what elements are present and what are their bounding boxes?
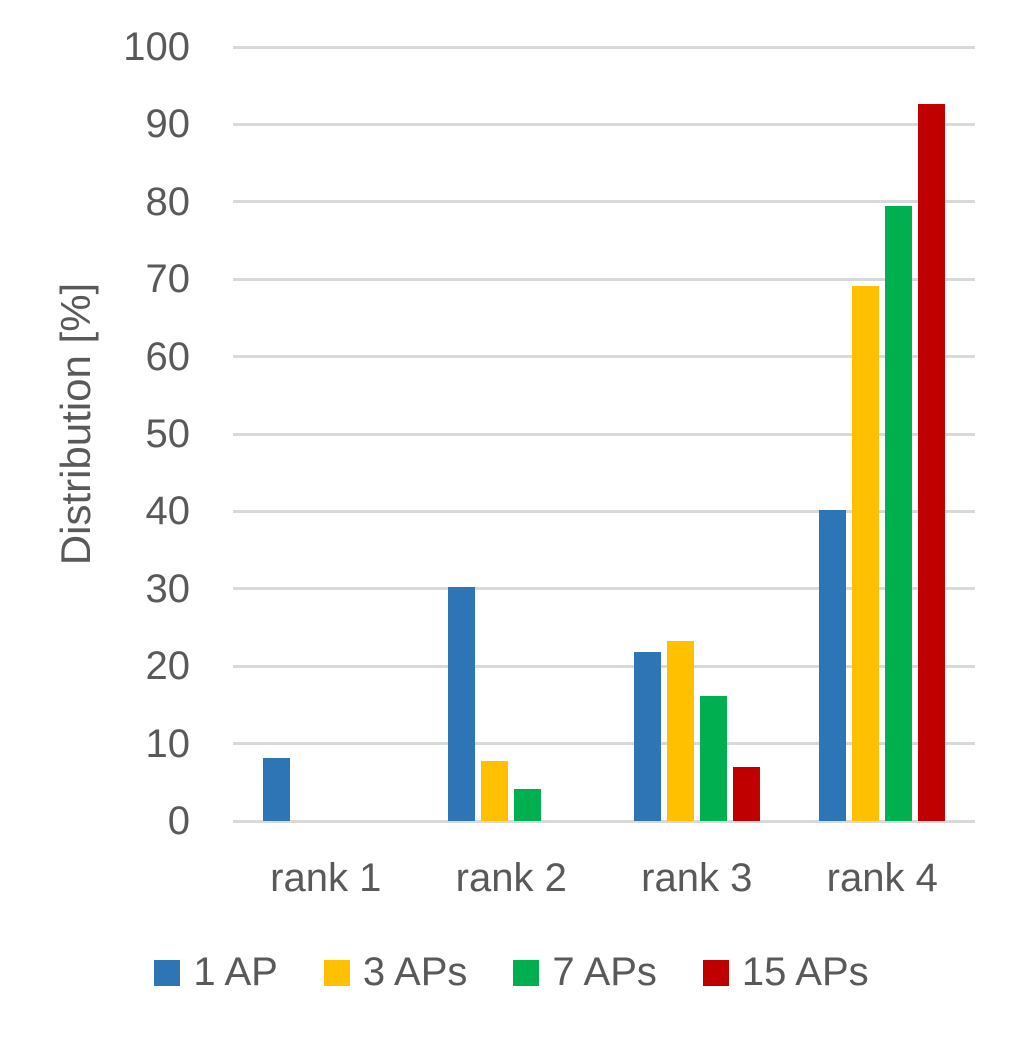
x-label-rank-1: rank 1 — [270, 856, 382, 900]
y-tick-label-20: 20 — [145, 644, 191, 688]
gridline-y-90 — [233, 123, 975, 126]
legend-swatch-icon — [323, 959, 350, 986]
gridline-y-80 — [233, 200, 975, 203]
gridline-y-40 — [233, 510, 975, 513]
y-tick-label-30: 30 — [145, 567, 191, 611]
legend-label: 15 APs — [741, 950, 869, 994]
gridline-y-0 — [233, 820, 975, 823]
legend-swatch-icon — [702, 959, 729, 986]
gridline-y-10 — [233, 742, 975, 745]
bar-3-APs-rank-3 — [666, 640, 694, 821]
legend-item-3-APs: 3 APs — [323, 950, 468, 995]
y-axis-tick-labels: 0 10 20 30 40 50 60 70 80 90 100 — [60, 25, 191, 843]
bar-7-APs-rank-2 — [514, 788, 542, 821]
bar-15-APs-rank-4 — [918, 103, 946, 821]
bar-3-APs-rank-4 — [852, 286, 880, 821]
x-label-rank-4: rank 4 — [826, 856, 938, 900]
gridline-y-70 — [233, 278, 975, 281]
y-tick-label-40: 40 — [145, 489, 191, 533]
y-tick-label-70: 70 — [145, 257, 191, 301]
bar-1-AP-rank-1 — [262, 757, 290, 821]
y-tick-label-10: 10 — [145, 722, 191, 766]
x-axis-category-labels: rank 1 rank 2 rank 3 rank 4 — [233, 856, 975, 901]
legend-item-1-AP: 1 AP — [154, 950, 278, 995]
legend-swatch-icon — [513, 959, 540, 986]
bar-1-AP-rank-4 — [819, 509, 847, 821]
bar-1-AP-rank-3 — [633, 652, 661, 821]
y-tick-label-90: 90 — [145, 102, 191, 146]
bar-3-APs-rank-2 — [481, 761, 509, 821]
gridline-y-20 — [233, 665, 975, 668]
legend-item-7-APs: 7 APs — [513, 950, 657, 995]
x-label-rank-3: rank 3 — [641, 856, 753, 900]
x-label-rank-2: rank 2 — [455, 856, 567, 900]
y-tick-label-50: 50 — [145, 412, 191, 456]
gridline-y-30 — [233, 587, 975, 590]
bar-group-rank-1 — [233, 47, 419, 821]
bar-1-AP-rank-2 — [448, 587, 476, 821]
gridline-y-50 — [233, 433, 975, 436]
chart-legend: 1 AP 3 APs 7 APs 15 APs — [0, 950, 1023, 995]
bar-group-rank-2 — [419, 47, 605, 821]
bar-groups — [233, 47, 975, 821]
gridline-y-100 — [233, 46, 975, 49]
legend-swatch-icon — [154, 959, 181, 986]
legend-label: 1 AP — [193, 950, 278, 994]
legend-label: 3 APs — [362, 950, 468, 994]
bar-7-APs-rank-3 — [699, 696, 727, 821]
y-tick-label-0: 0 — [167, 799, 190, 843]
bar-group-rank-4 — [790, 47, 976, 821]
bar-7-APs-rank-4 — [885, 206, 913, 821]
y-tick-label-80: 80 — [145, 180, 191, 224]
legend-label: 7 APs — [552, 950, 657, 994]
bar-group-rank-3 — [604, 47, 790, 821]
gridline-y-60 — [233, 355, 975, 358]
y-tick-label-60: 60 — [145, 335, 191, 379]
y-tick-label-100: 100 — [123, 25, 190, 69]
plot-area — [233, 46, 975, 823]
bar-15-APs-rank-3 — [732, 766, 760, 821]
legend-item-15-APs: 15 APs — [702, 950, 869, 995]
